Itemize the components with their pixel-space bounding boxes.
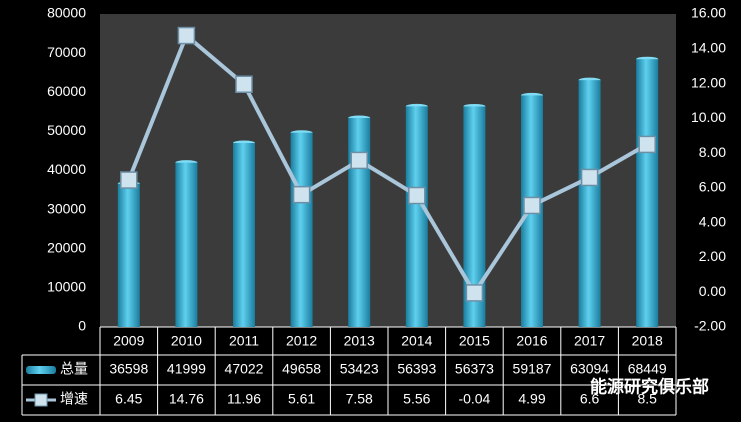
legend-label: 增速 — [60, 391, 88, 407]
y2-tick-label: -2.00 — [694, 318, 726, 334]
y-tick-label: 60000 — [47, 83, 86, 99]
table-value: 56373 — [455, 361, 494, 377]
table-value: 47022 — [225, 361, 264, 377]
x-tick-label: 2010 — [171, 333, 202, 349]
table-value: 11.96 — [227, 391, 261, 407]
x-tick-label: 2009 — [113, 333, 144, 349]
table-value: 6.45 — [115, 391, 142, 407]
y-tick-label: 30000 — [47, 200, 86, 216]
bar — [636, 59, 659, 327]
bar — [405, 106, 428, 327]
bar — [233, 143, 255, 327]
table-value: 68449 — [628, 361, 667, 377]
y2-tick-label: 14.00 — [691, 39, 726, 55]
marker — [638, 135, 656, 154]
bar — [175, 162, 198, 327]
x-tick-label: 2016 — [516, 333, 547, 349]
marker — [350, 151, 368, 170]
y-tick-label: 70000 — [47, 44, 86, 60]
x-tick-label: 2014 — [401, 333, 432, 349]
y-tick-label: 20000 — [47, 239, 86, 255]
table-value: 53423 — [340, 361, 379, 377]
marker — [292, 185, 311, 204]
y2-tick-label: 10.00 — [691, 109, 726, 125]
x-tick-label: 2012 — [286, 333, 317, 349]
x-tick-label: 2013 — [344, 333, 375, 349]
table-value: 7.58 — [346, 391, 373, 407]
table-value: 8.5 — [637, 391, 657, 407]
x-tick-label: 2017 — [574, 333, 605, 349]
y2-tick-label: 8.00 — [699, 144, 726, 160]
marker — [120, 171, 138, 189]
table-value: 4.99 — [518, 391, 545, 407]
table-value: 36598 — [109, 361, 148, 377]
watermark: 能源研究俱乐部 — [590, 376, 709, 396]
y-tick-label: 40000 — [47, 161, 86, 177]
marker — [523, 196, 541, 215]
bar — [290, 132, 313, 327]
x-tick-label: 2018 — [632, 333, 663, 349]
table-value: 5.61 — [288, 391, 315, 407]
legend-key — [34, 393, 48, 407]
bar — [578, 80, 601, 328]
x-tick-label: 2011 — [229, 333, 259, 349]
table-value: 14.76 — [169, 391, 204, 407]
table-value: 49658 — [282, 361, 321, 377]
y-tick-label: 50000 — [47, 122, 86, 138]
table-value: 41999 — [167, 361, 206, 377]
table-value: 59187 — [513, 361, 552, 377]
line — [126, 32, 649, 297]
legend-label: 总量 — [60, 361, 88, 377]
marker — [177, 26, 196, 45]
legend-key — [26, 366, 56, 374]
table-value: -0.04 — [458, 391, 490, 407]
y2-tick-label: 4.00 — [699, 213, 726, 229]
table-value: 5.56 — [403, 391, 430, 407]
bar — [348, 117, 371, 327]
marker — [408, 186, 426, 205]
marker — [235, 75, 253, 94]
table-value: 63094 — [570, 361, 609, 377]
table-value: 6.6 — [580, 391, 600, 407]
bar — [463, 106, 486, 327]
marker — [465, 284, 484, 302]
marker — [580, 168, 599, 187]
y2-tick-label: 6.00 — [699, 179, 726, 195]
y-tick-label: 0 — [78, 318, 86, 334]
y-tick-label: 10000 — [47, 279, 86, 295]
y2-tick-label: 0.00 — [699, 283, 726, 299]
table-value: 56393 — [397, 361, 436, 377]
y-tick-label: 80000 — [47, 5, 86, 21]
y2-tick-label: 12.00 — [691, 74, 726, 90]
y2-tick-label: 2.00 — [699, 248, 726, 264]
y2-tick-label: 16.00 — [691, 5, 726, 21]
x-tick-label: 2015 — [459, 333, 490, 349]
bar — [117, 183, 140, 327]
